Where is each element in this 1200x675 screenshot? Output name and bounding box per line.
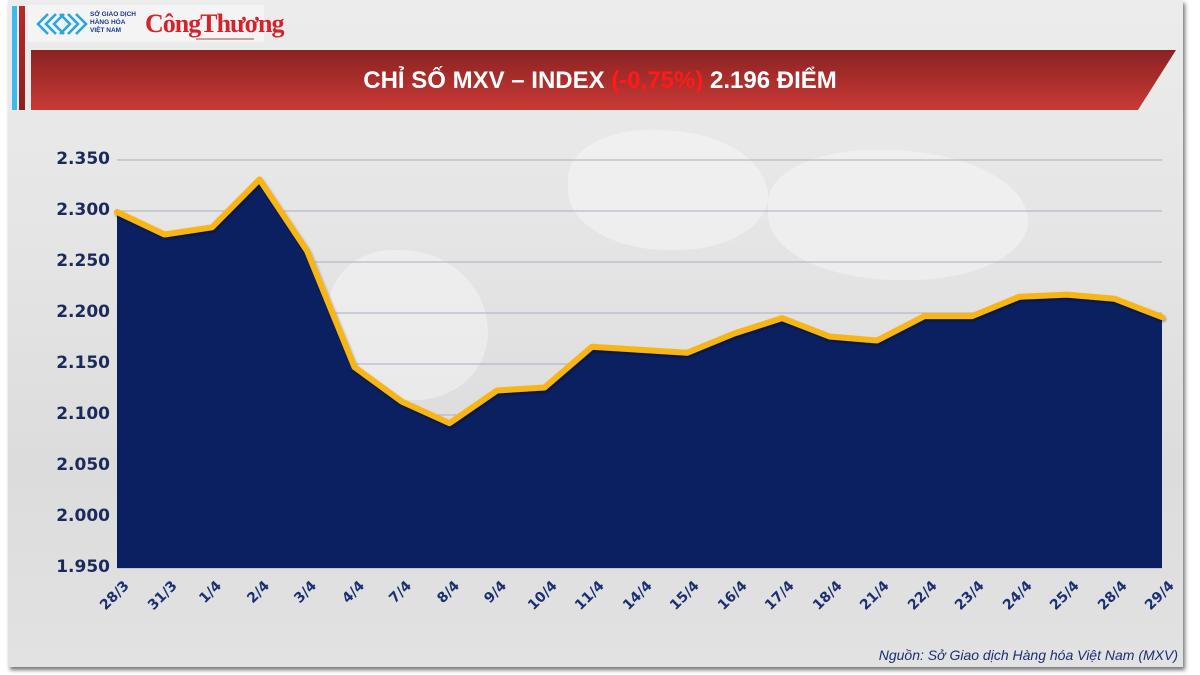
title-banner [31,50,1176,110]
mxv-logo-text: SỞ GIAO DỊCH HÀNG HÓA VIỆT NAM [90,11,136,35]
y-tick-label: 2.100 [56,404,110,424]
y-tick-label: 2.050 [56,455,110,475]
y-tick-label: 2.000 [56,506,110,526]
title-index-value: 2.196 ĐIỂM [703,67,837,94]
background-map-shape [768,150,1028,280]
logo-line: SỞ GIAO DỊCH [90,11,136,18]
y-tick-label: 2.300 [56,200,110,220]
logo-line: VIỆT NAM [90,27,122,34]
accent-bar-blue [12,6,17,110]
y-tick-label: 2.250 [56,251,110,271]
y-tick-label: 2.150 [56,353,110,373]
congthuong-logo: CôngThương [145,9,284,38]
brand-underline [196,38,254,40]
title-prefix: CHỈ SỐ MXV – INDEX [363,67,612,94]
y-tick-label: 2.350 [56,149,110,169]
accent-bar-red [19,6,25,110]
y-tick-label: 1.950 [56,557,110,577]
source-note: Nguồn: Sở Giao dịch Hàng hóa Việt Nam (M… [878,647,1178,663]
title-change-percent: (-0,75%) [611,67,704,94]
background-map-shape [568,130,768,250]
mxv-logo-icon [36,13,88,35]
logo-area: SỞ GIAO DỊCH HÀNG HÓA VIỆT NAM CôngThươn… [28,5,284,42]
logo-line: HÀNG HÓA [90,19,126,26]
y-tick-label: 2.200 [56,302,110,322]
chart-title: CHỈ SỐ MXV – INDEX (-0,75%) 2.196 ĐIỂM [0,50,1200,110]
area-fill [117,179,1162,568]
index-line [114,176,1165,427]
